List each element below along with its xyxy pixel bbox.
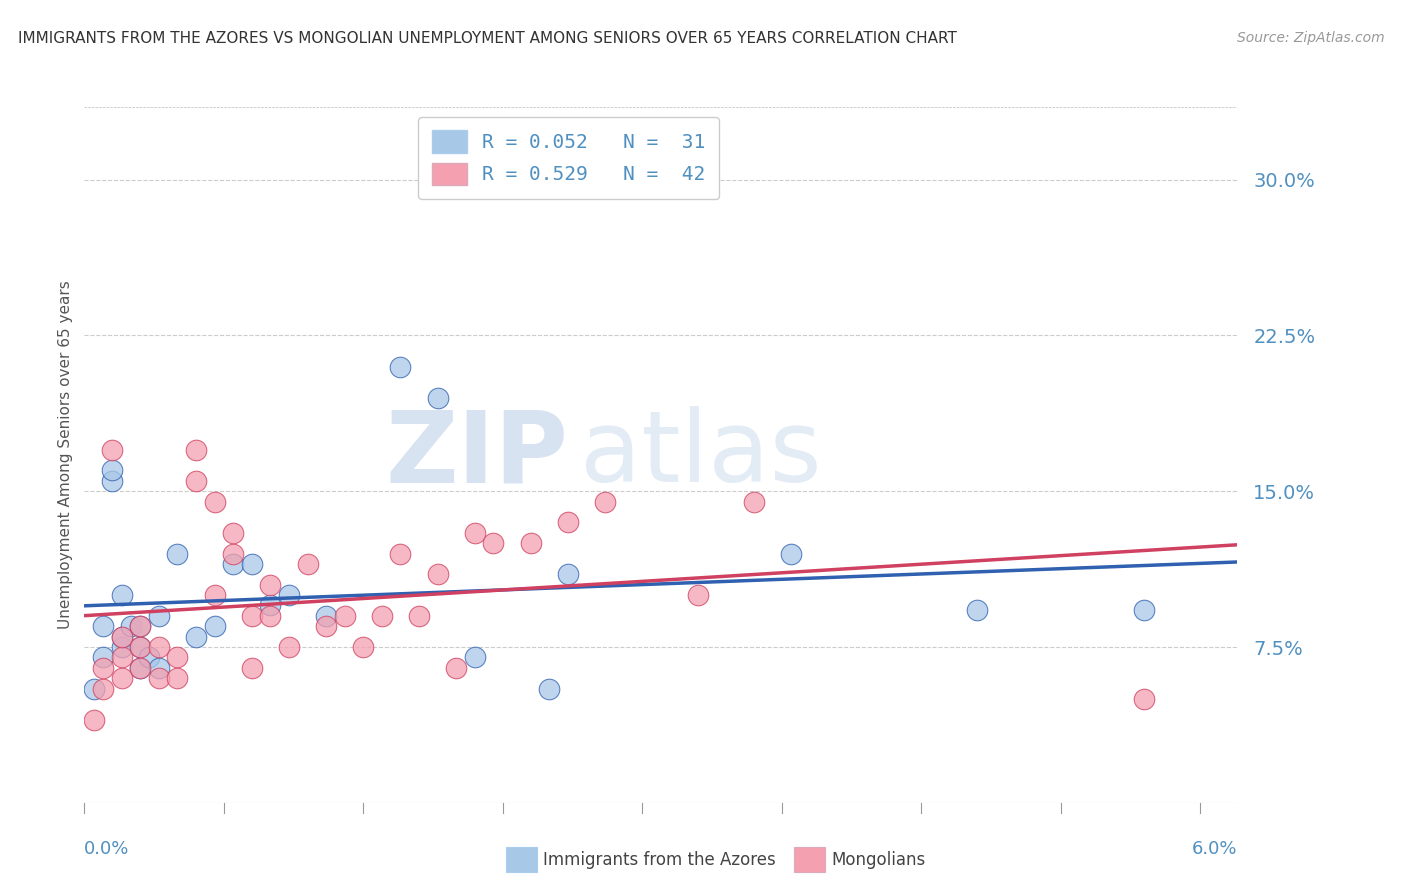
- Point: [538, 681, 561, 696]
- Point: [166, 650, 188, 665]
- Text: IMMIGRANTS FROM THE AZORES VS MONGOLIAN UNEMPLOYMENT AMONG SENIORS OVER 65 YEARS: IMMIGRANTS FROM THE AZORES VS MONGOLIAN …: [18, 31, 957, 46]
- Point: [129, 640, 152, 654]
- Point: [240, 661, 263, 675]
- Point: [110, 640, 132, 654]
- Point: [315, 619, 337, 633]
- Point: [464, 525, 486, 540]
- Point: [277, 640, 299, 654]
- Point: [557, 516, 579, 530]
- Point: [204, 619, 226, 633]
- Point: [184, 630, 207, 644]
- Point: [138, 650, 160, 665]
- Point: [277, 588, 299, 602]
- Point: [129, 619, 152, 633]
- Point: [129, 619, 152, 633]
- Point: [780, 547, 803, 561]
- Text: Mongolians: Mongolians: [831, 851, 925, 869]
- Point: [204, 588, 226, 602]
- Point: [240, 557, 263, 571]
- Point: [1133, 692, 1156, 706]
- Point: [464, 650, 486, 665]
- Point: [148, 608, 170, 623]
- Point: [101, 442, 124, 457]
- Text: 0.0%: 0.0%: [84, 840, 129, 858]
- Y-axis label: Unemployment Among Seniors over 65 years: Unemployment Among Seniors over 65 years: [58, 281, 73, 629]
- Text: Source: ZipAtlas.com: Source: ZipAtlas.com: [1237, 31, 1385, 45]
- Point: [110, 671, 132, 685]
- Point: [371, 608, 394, 623]
- Point: [315, 608, 337, 623]
- Point: [166, 547, 188, 561]
- Point: [259, 599, 281, 613]
- Point: [408, 608, 430, 623]
- Point: [110, 630, 132, 644]
- Point: [446, 661, 468, 675]
- Point: [352, 640, 374, 654]
- Point: [83, 713, 105, 727]
- Point: [166, 671, 188, 685]
- Point: [129, 640, 152, 654]
- Point: [593, 494, 616, 508]
- Point: [184, 474, 207, 488]
- Point: [101, 474, 124, 488]
- Point: [101, 463, 124, 477]
- Point: [222, 525, 245, 540]
- Point: [966, 602, 988, 616]
- Point: [557, 567, 579, 582]
- Point: [222, 547, 245, 561]
- Point: [148, 671, 170, 685]
- Legend: R = 0.052   N =  31, R = 0.529   N =  42: R = 0.052 N = 31, R = 0.529 N = 42: [418, 117, 718, 199]
- Point: [83, 681, 105, 696]
- Point: [110, 650, 132, 665]
- Point: [184, 442, 207, 457]
- Text: atlas: atlas: [581, 407, 821, 503]
- Point: [426, 567, 449, 582]
- Point: [110, 588, 132, 602]
- Point: [129, 661, 152, 675]
- Point: [333, 608, 356, 623]
- Point: [389, 359, 412, 374]
- Point: [204, 494, 226, 508]
- Point: [91, 661, 114, 675]
- Point: [686, 588, 709, 602]
- Point: [482, 536, 505, 550]
- Point: [110, 630, 132, 644]
- Point: [1133, 602, 1156, 616]
- Text: 6.0%: 6.0%: [1192, 840, 1237, 858]
- Point: [240, 608, 263, 623]
- Point: [91, 619, 114, 633]
- Point: [519, 536, 541, 550]
- Point: [148, 640, 170, 654]
- Point: [259, 578, 281, 592]
- Point: [222, 557, 245, 571]
- Point: [91, 650, 114, 665]
- Point: [259, 608, 281, 623]
- Point: [148, 661, 170, 675]
- Point: [389, 547, 412, 561]
- Point: [426, 391, 449, 405]
- Point: [120, 619, 142, 633]
- Text: ZIP: ZIP: [385, 407, 568, 503]
- Point: [91, 681, 114, 696]
- Point: [129, 661, 152, 675]
- Point: [742, 494, 765, 508]
- Text: Immigrants from the Azores: Immigrants from the Azores: [543, 851, 776, 869]
- Point: [297, 557, 319, 571]
